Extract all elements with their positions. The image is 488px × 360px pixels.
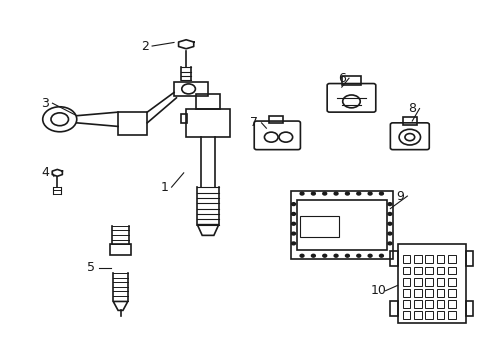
Circle shape xyxy=(379,254,383,257)
Bar xyxy=(447,266,455,274)
Circle shape xyxy=(367,192,371,195)
Bar xyxy=(186,109,229,137)
Bar xyxy=(402,278,409,285)
Circle shape xyxy=(291,232,295,235)
Circle shape xyxy=(300,254,304,257)
Bar xyxy=(447,300,455,308)
Text: 6: 6 xyxy=(337,72,345,85)
Bar xyxy=(447,255,455,263)
Bar xyxy=(413,255,421,263)
Circle shape xyxy=(387,222,391,225)
Circle shape xyxy=(379,192,383,195)
Bar xyxy=(402,300,409,308)
Bar xyxy=(436,300,444,308)
Bar xyxy=(402,117,416,125)
Bar xyxy=(290,191,392,258)
Bar xyxy=(436,289,444,297)
Bar xyxy=(268,116,283,123)
Text: 4: 4 xyxy=(41,166,49,179)
Circle shape xyxy=(311,192,315,195)
Circle shape xyxy=(291,222,295,225)
Text: 2: 2 xyxy=(141,40,148,53)
Bar xyxy=(425,300,432,308)
Bar xyxy=(402,289,409,297)
Circle shape xyxy=(356,254,360,257)
Text: 1: 1 xyxy=(160,181,168,194)
Bar xyxy=(447,311,455,319)
Circle shape xyxy=(291,242,295,245)
Bar xyxy=(389,301,397,316)
Bar xyxy=(402,255,409,263)
Bar xyxy=(413,266,421,274)
Bar xyxy=(465,251,472,266)
Text: 10: 10 xyxy=(369,284,386,297)
Circle shape xyxy=(387,242,391,245)
Circle shape xyxy=(367,254,371,257)
Bar xyxy=(397,244,465,323)
Circle shape xyxy=(333,254,337,257)
Bar xyxy=(413,289,421,297)
Circle shape xyxy=(387,232,391,235)
Circle shape xyxy=(345,192,348,195)
Bar xyxy=(447,289,455,297)
Bar xyxy=(341,76,361,85)
Circle shape xyxy=(291,203,295,206)
Bar xyxy=(402,311,409,319)
Circle shape xyxy=(291,212,295,215)
Circle shape xyxy=(322,192,326,195)
Text: 7: 7 xyxy=(250,116,258,129)
Circle shape xyxy=(387,203,391,206)
Bar xyxy=(389,251,397,266)
Circle shape xyxy=(356,192,360,195)
Circle shape xyxy=(345,254,348,257)
Text: 3: 3 xyxy=(41,97,49,110)
Circle shape xyxy=(322,254,326,257)
Text: 9: 9 xyxy=(395,190,403,203)
Text: 8: 8 xyxy=(407,102,415,115)
Circle shape xyxy=(300,192,304,195)
Bar xyxy=(447,278,455,285)
Bar xyxy=(425,278,432,285)
Bar xyxy=(425,311,432,319)
Bar xyxy=(196,94,220,109)
Bar xyxy=(413,311,421,319)
Bar xyxy=(181,114,187,123)
Circle shape xyxy=(333,192,337,195)
Bar xyxy=(425,266,432,274)
Text: 5: 5 xyxy=(87,261,95,274)
Bar xyxy=(436,255,444,263)
Bar xyxy=(436,311,444,319)
Bar xyxy=(425,289,432,297)
Bar xyxy=(402,266,409,274)
Bar xyxy=(436,278,444,285)
Bar xyxy=(465,301,472,316)
Bar xyxy=(300,216,339,237)
Bar xyxy=(110,244,131,255)
Bar xyxy=(413,300,421,308)
Circle shape xyxy=(387,212,391,215)
Bar xyxy=(296,200,386,249)
Bar xyxy=(413,278,421,285)
Bar xyxy=(174,82,207,96)
Bar xyxy=(436,266,444,274)
Bar xyxy=(118,112,147,135)
Circle shape xyxy=(311,254,315,257)
Bar xyxy=(425,255,432,263)
